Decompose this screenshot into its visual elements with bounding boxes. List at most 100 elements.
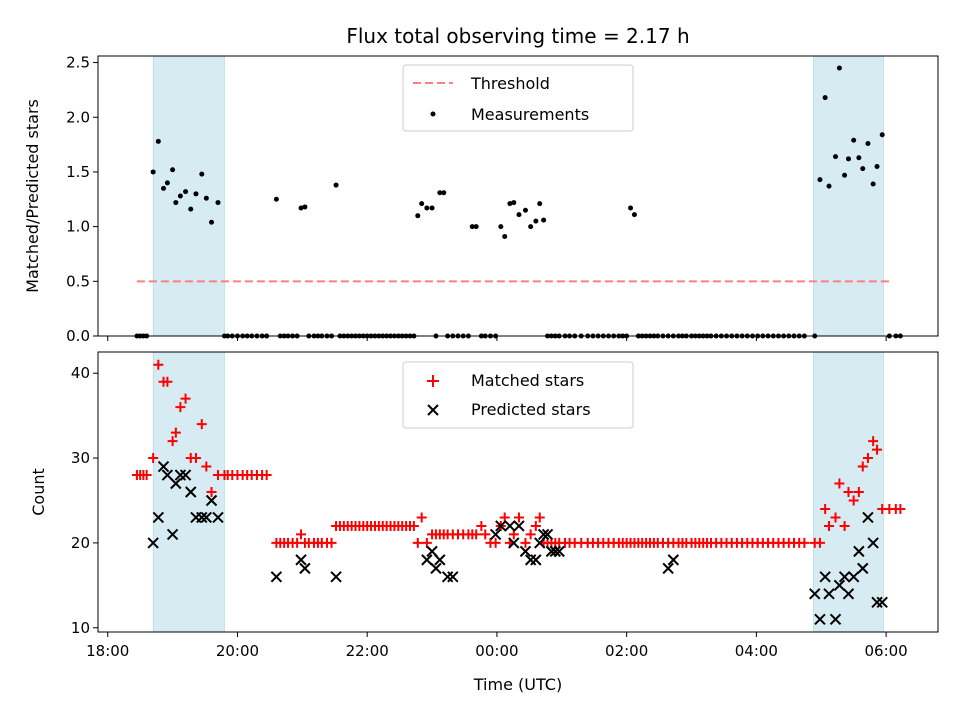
measurement-point xyxy=(188,206,194,212)
predicted-star-marker xyxy=(862,511,874,524)
matched-star-marker xyxy=(175,402,186,413)
predicted-star-marker xyxy=(667,554,680,566)
matched-star-marker xyxy=(520,537,531,548)
predicted-star-marker xyxy=(299,562,311,575)
matched-star-marker xyxy=(530,520,541,531)
measurement-point xyxy=(424,205,430,211)
measurement-point xyxy=(469,224,475,230)
y-tick-label: 2.0 xyxy=(66,108,90,126)
matched-star-marker xyxy=(162,376,173,387)
predicted-star-marker xyxy=(857,562,869,575)
matched-star-marker xyxy=(416,512,427,523)
measurement-point xyxy=(817,177,823,183)
matched-star-marker xyxy=(408,520,419,531)
matched-star-marker xyxy=(153,359,164,370)
y-tick-label: 20 xyxy=(71,534,90,552)
matched-star-marker xyxy=(814,537,825,548)
measurement-point xyxy=(150,169,156,175)
matched-star-marker xyxy=(868,436,879,447)
x-tick-label: 00:00 xyxy=(475,642,518,660)
matched-star-marker xyxy=(170,427,181,438)
predicted-star-marker xyxy=(530,554,542,566)
matched-star-marker xyxy=(480,529,491,540)
matched-star-marker xyxy=(490,537,501,548)
measurement-point xyxy=(874,163,880,169)
predicted-star-marker xyxy=(537,528,550,541)
measurement-point xyxy=(419,201,425,207)
top-legend: Threshold Measurements xyxy=(402,64,634,132)
measurement-point xyxy=(164,180,170,186)
predicted-star-marker xyxy=(842,588,855,600)
measurement-point xyxy=(473,224,479,230)
predicted-star-marker xyxy=(524,554,537,566)
measurement-point xyxy=(533,218,539,224)
measurement-point xyxy=(209,219,215,225)
x-tick-label: 04:00 xyxy=(735,642,778,660)
matched-star-marker xyxy=(862,453,873,464)
measurement-point xyxy=(170,167,176,173)
matched-star-marker xyxy=(471,529,482,540)
matched-star-marker xyxy=(148,453,159,464)
y-tick-label: 10 xyxy=(71,619,90,637)
measurement-point xyxy=(851,137,857,143)
measurement-point xyxy=(177,193,183,199)
measurement-point xyxy=(511,200,517,206)
matched-star-marker xyxy=(525,529,536,540)
predicted-star-marker xyxy=(876,596,888,609)
measurement-point xyxy=(203,195,209,201)
matched-star-marker xyxy=(190,453,201,464)
matched-star-marker xyxy=(296,529,307,540)
x-tick-label: 18:00 xyxy=(86,642,129,660)
top-axis-ticks: 0.0 0.5 1.0 1.5 2.0 2.5 xyxy=(66,54,887,345)
predicted-star-marker xyxy=(838,571,851,583)
predicted-star-marker xyxy=(867,537,879,549)
predicted-star-marker xyxy=(519,545,532,558)
matched-star-marker xyxy=(848,495,859,506)
predicted-star-marker xyxy=(179,469,192,481)
matched-star-marker xyxy=(830,512,841,523)
matched-star-marker xyxy=(326,537,337,548)
predicted-star-marker xyxy=(196,511,208,524)
legend-threshold-label: Threshold xyxy=(470,74,550,93)
measurement-point xyxy=(507,201,513,207)
measurement-point xyxy=(845,156,851,162)
predicted-star-marker xyxy=(662,562,674,575)
measurement-point xyxy=(333,182,339,188)
predicted-star-marker xyxy=(434,554,446,566)
y-tick-label: 40 xyxy=(71,364,90,382)
measurement-point xyxy=(865,141,871,146)
measurement-point xyxy=(842,172,848,178)
measurement-point xyxy=(879,132,885,138)
legend-predicted-swatch xyxy=(427,404,439,416)
measurement-point xyxy=(631,212,637,218)
measurement-point xyxy=(516,212,522,218)
measurement-point xyxy=(302,204,308,210)
x-axis-label: Time (UTC) xyxy=(473,675,562,694)
predicted-star-marker xyxy=(549,545,562,558)
predicted-star-marker xyxy=(166,528,179,541)
predicted-star-marker xyxy=(495,520,507,532)
observing-interval-shading xyxy=(152,55,884,337)
matched-star-marker xyxy=(206,487,217,497)
legend-measurements-swatch xyxy=(430,111,436,117)
x-tick-label: 02:00 xyxy=(605,642,648,660)
matched-star-marker xyxy=(843,487,854,497)
measurement-point xyxy=(537,201,543,207)
measurement-point xyxy=(183,189,189,195)
predicted-star-marker xyxy=(829,613,842,625)
predicted-star-marker xyxy=(853,545,865,558)
matched-star-marker xyxy=(872,444,883,455)
measurement-point xyxy=(298,205,304,211)
measurement-point xyxy=(155,138,161,144)
predicted-star-marker xyxy=(185,486,197,498)
matched-star-marker xyxy=(857,461,868,472)
x-tick-label: 06:00 xyxy=(864,642,907,660)
matched-star-marker xyxy=(895,503,906,514)
predicted-star-marker xyxy=(270,571,283,583)
matched-star-marker xyxy=(824,520,835,531)
y-tick-label: 1.0 xyxy=(66,218,90,236)
matched-star-marker xyxy=(412,537,423,548)
predicted-star-marker xyxy=(147,537,159,549)
top-plot-area: 0.0 0.5 1.0 1.5 2.0 2.5 Matched/Predicted sta… xyxy=(23,54,939,345)
